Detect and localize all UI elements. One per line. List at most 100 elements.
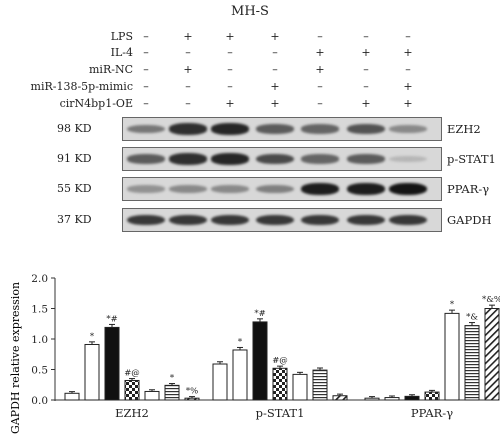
condition-sign: – — [185, 97, 191, 110]
bar — [232, 349, 248, 401]
blot-band — [211, 153, 249, 165]
blot-protein-name: p-STAT1 — [447, 152, 496, 166]
bar — [312, 369, 328, 401]
bar — [144, 390, 160, 401]
condition-sign: – — [227, 46, 233, 59]
bar — [444, 312, 460, 401]
condition-sign: – — [143, 30, 149, 43]
y-tick-label: 1.5 — [31, 304, 48, 316]
y-tick-label: 0.0 — [31, 395, 48, 407]
condition-sign: – — [227, 80, 233, 93]
bar — [332, 395, 348, 401]
condition-label: cirN4bp1-OE — [59, 97, 133, 110]
blot-band — [389, 124, 427, 134]
condition-sign: + — [315, 46, 325, 59]
blot-band — [127, 124, 165, 134]
blot-protein-name: EZH2 — [447, 122, 481, 136]
significance-label: * — [450, 300, 455, 310]
blot-band — [347, 214, 385, 226]
condition-sign: – — [317, 30, 323, 43]
blot-band — [389, 214, 427, 226]
condition-sign: – — [363, 30, 369, 43]
condition-sign: – — [185, 80, 191, 93]
blot-band — [301, 183, 339, 195]
blot-band — [256, 153, 294, 165]
significance-label: *# — [254, 309, 265, 319]
condition-sign: – — [143, 97, 149, 110]
y-axis-label: GAPDH relative expression — [9, 282, 22, 434]
condition-sign: + — [403, 80, 413, 93]
blot-kd-label: 55 KD — [57, 182, 92, 195]
blot-protein-name: GAPDH — [447, 213, 492, 227]
condition-sign: + — [225, 30, 235, 43]
blot-band — [301, 154, 339, 164]
bar — [404, 395, 420, 401]
condition-sign: – — [405, 63, 411, 76]
significance-label: * — [170, 374, 175, 384]
condition-sign: + — [315, 63, 325, 76]
bar — [84, 343, 100, 401]
blot-band — [347, 183, 385, 195]
condition-label: miR-138-5p-mimic — [30, 80, 133, 93]
condition-sign: – — [363, 63, 369, 76]
bar — [252, 321, 268, 401]
bar — [64, 392, 80, 401]
blot-kd-label: 98 KD — [57, 122, 92, 135]
blot-band — [211, 214, 249, 226]
condition-sign: – — [272, 46, 278, 59]
significance-label: * — [238, 337, 243, 347]
bar — [384, 397, 400, 401]
blot-band — [256, 214, 294, 226]
bar — [424, 391, 440, 401]
blot-band — [389, 155, 427, 163]
condition-sign: – — [143, 46, 149, 59]
blot-kd-label: 91 KD — [57, 152, 92, 165]
condition-sign: – — [405, 30, 411, 43]
blot-band — [347, 124, 385, 134]
condition-sign: + — [270, 30, 280, 43]
condition-sign: + — [183, 63, 193, 76]
category-label: p-STAT1 — [256, 406, 305, 420]
significance-label: *&% — [482, 295, 500, 305]
blot-band — [169, 214, 207, 226]
condition-label: LPS — [110, 30, 133, 43]
condition-sign: + — [403, 97, 413, 110]
bar — [212, 363, 228, 401]
bar — [364, 397, 380, 401]
y-tick-label: 1.0 — [31, 334, 48, 346]
blot-band — [127, 154, 165, 164]
bar — [484, 308, 500, 401]
bar — [292, 373, 308, 401]
bar — [464, 325, 480, 401]
blot-band — [301, 214, 339, 226]
category-label: PPAR-γ — [411, 406, 453, 420]
significance-label: #@ — [124, 369, 140, 379]
bar-chart: GAPDH relative expression 0.0 0.5 1.0 1.5 2.… — [9, 273, 500, 434]
blot-band — [211, 184, 249, 194]
blot-band — [169, 153, 207, 165]
condition-label: miR-NC — [89, 63, 133, 76]
y-tick-label: 2.0 — [31, 273, 48, 285]
blot-band — [347, 154, 385, 164]
condition-sign: – — [317, 80, 323, 93]
bar — [104, 326, 120, 401]
blot-band — [127, 214, 165, 226]
blot-band — [211, 123, 249, 135]
condition-sign: – — [185, 46, 191, 59]
condition-sign: – — [143, 80, 149, 93]
blot-band — [301, 124, 339, 134]
y-tick-label: 0.5 — [31, 365, 48, 377]
blot-band — [389, 183, 427, 195]
condition-sign: + — [361, 46, 371, 59]
condition-sign: – — [143, 63, 149, 76]
blot-band — [256, 184, 294, 194]
condition-label: IL-4 — [110, 46, 133, 59]
blot-band — [127, 185, 165, 193]
category-label: EZH2 — [115, 406, 149, 420]
blot-kd-label: 37 KD — [57, 213, 92, 226]
significance-label: *% — [186, 387, 198, 397]
significance-label: * — [90, 332, 95, 342]
blot-band — [256, 124, 294, 134]
bar — [184, 397, 200, 401]
condition-sign: + — [361, 97, 371, 110]
